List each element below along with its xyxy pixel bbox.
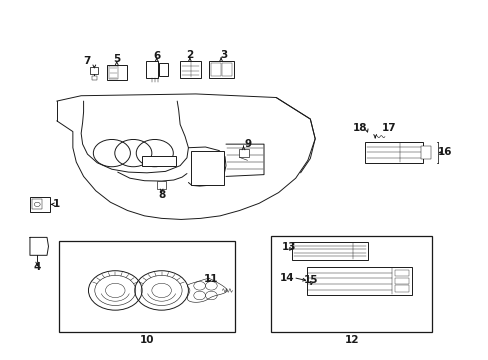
Text: 13: 13 bbox=[281, 242, 296, 252]
Bar bbox=[271, 235, 431, 332]
Bar bbox=[238, 149, 249, 157]
Bar bbox=[90, 67, 98, 74]
Bar bbox=[30, 197, 50, 212]
Bar bbox=[142, 156, 176, 166]
Bar bbox=[394, 270, 408, 276]
Text: 10: 10 bbox=[140, 335, 154, 345]
Text: 9: 9 bbox=[244, 139, 251, 149]
Bar bbox=[222, 63, 231, 76]
Bar bbox=[190, 151, 224, 185]
Text: 15: 15 bbox=[303, 275, 317, 285]
Text: 1: 1 bbox=[53, 199, 61, 210]
Bar bbox=[394, 285, 408, 292]
Bar bbox=[394, 278, 408, 284]
Text: 6: 6 bbox=[153, 51, 160, 61]
Text: 12: 12 bbox=[344, 335, 358, 345]
Bar bbox=[59, 241, 234, 332]
Text: 3: 3 bbox=[220, 50, 227, 60]
Text: 2: 2 bbox=[186, 50, 193, 60]
Text: 16: 16 bbox=[437, 147, 451, 157]
Bar bbox=[211, 63, 221, 76]
Bar bbox=[109, 66, 118, 78]
Text: 17: 17 bbox=[381, 123, 395, 133]
Text: 4: 4 bbox=[34, 262, 41, 272]
Bar bbox=[92, 76, 97, 80]
Bar bbox=[420, 146, 430, 159]
Bar bbox=[306, 267, 411, 296]
Text: 8: 8 bbox=[158, 190, 165, 200]
Bar bbox=[157, 181, 166, 189]
Text: 14: 14 bbox=[279, 273, 294, 283]
Bar bbox=[292, 242, 367, 260]
Bar bbox=[107, 64, 127, 80]
Bar bbox=[146, 61, 158, 78]
Text: 7: 7 bbox=[83, 56, 90, 66]
Bar bbox=[208, 61, 234, 78]
Text: 18: 18 bbox=[352, 123, 366, 133]
Bar bbox=[159, 63, 167, 76]
Text: 5: 5 bbox=[113, 54, 120, 64]
Bar bbox=[365, 142, 422, 163]
Bar bbox=[180, 61, 200, 78]
Bar bbox=[32, 199, 42, 210]
Text: 11: 11 bbox=[203, 274, 218, 284]
